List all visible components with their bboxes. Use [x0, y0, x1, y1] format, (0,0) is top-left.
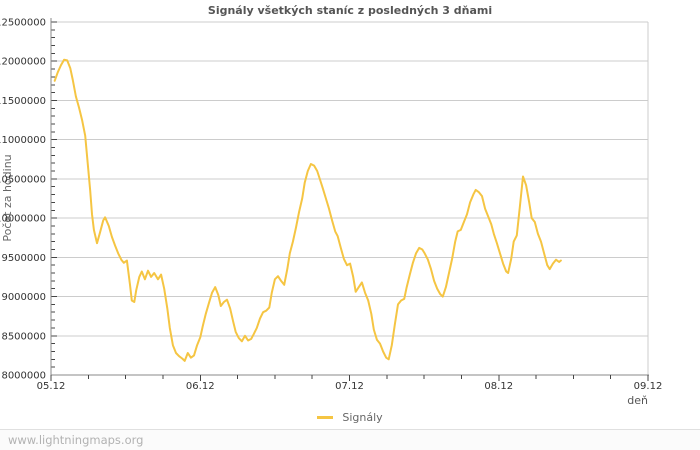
footer-strip: www.lightningmaps.org: [0, 429, 700, 450]
svg-text:11000000: 11000000: [0, 135, 46, 146]
svg-text:10000000: 10000000: [0, 214, 46, 225]
svg-text:8000000: 8000000: [1, 371, 46, 382]
x-axis-title: deň: [627, 394, 648, 407]
chart-title: Signály všetkých staníc z posledných 3 d…: [207, 4, 493, 17]
svg-text:09.12: 09.12: [634, 381, 663, 392]
svg-text:12000000: 12000000: [0, 57, 46, 68]
svg-text:12500000: 12500000: [0, 18, 46, 29]
svg-text:07.12: 07.12: [335, 381, 364, 392]
svg-text:06.12: 06.12: [186, 381, 215, 392]
watermark-text: www.lightningmaps.org: [8, 433, 144, 447]
svg-text:08.12: 08.12: [484, 381, 513, 392]
svg-text:10500000: 10500000: [0, 174, 46, 185]
legend-series-label: Signály: [342, 411, 383, 424]
svg-text:11500000: 11500000: [0, 96, 46, 107]
line-chart-plot: 8000000 8500000 9000000 9500000 10000000 1050…: [0, 18, 663, 393]
svg-text:9500000: 9500000: [1, 253, 46, 264]
legend-line-swatch: [317, 416, 334, 419]
svg-text:9000000: 9000000: [1, 292, 46, 303]
svg-text:8500000: 8500000: [1, 331, 46, 342]
svg-text:05.12: 05.12: [37, 381, 66, 392]
legend: Signály: [0, 411, 700, 424]
